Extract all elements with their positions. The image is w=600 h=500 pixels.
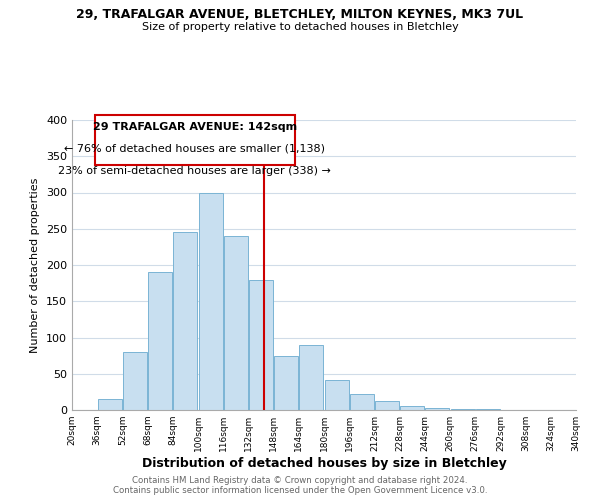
Bar [325,380,349,410]
X-axis label: Distribution of detached houses by size in Bletchley: Distribution of detached houses by size … [142,457,506,470]
Bar [98,399,122,410]
Text: Contains HM Land Registry data © Crown copyright and database right 2024.: Contains HM Land Registry data © Crown c… [132,476,468,485]
Bar [148,272,172,410]
Bar [350,394,374,410]
Bar [173,232,197,410]
Y-axis label: Number of detached properties: Number of detached properties [31,178,40,352]
Text: 29 TRAFALGAR AVENUE: 142sqm: 29 TRAFALGAR AVENUE: 142sqm [93,122,297,132]
Bar [274,356,298,410]
Bar [199,192,223,410]
Text: Size of property relative to detached houses in Bletchley: Size of property relative to detached ho… [142,22,458,32]
Bar [400,406,424,410]
Bar [375,402,399,410]
Bar [249,280,273,410]
Bar [224,236,248,410]
Bar [425,408,449,410]
Text: Contains public sector information licensed under the Open Government Licence v3: Contains public sector information licen… [113,486,487,495]
FancyBboxPatch shape [95,115,295,165]
Bar [299,345,323,410]
Text: 23% of semi-detached houses are larger (338) →: 23% of semi-detached houses are larger (… [58,166,331,175]
Text: ← 76% of detached houses are smaller (1,138): ← 76% of detached houses are smaller (1,… [64,144,325,154]
Bar [123,352,147,410]
Bar [451,408,475,410]
Text: 29, TRAFALGAR AVENUE, BLETCHLEY, MILTON KEYNES, MK3 7UL: 29, TRAFALGAR AVENUE, BLETCHLEY, MILTON … [76,8,524,20]
